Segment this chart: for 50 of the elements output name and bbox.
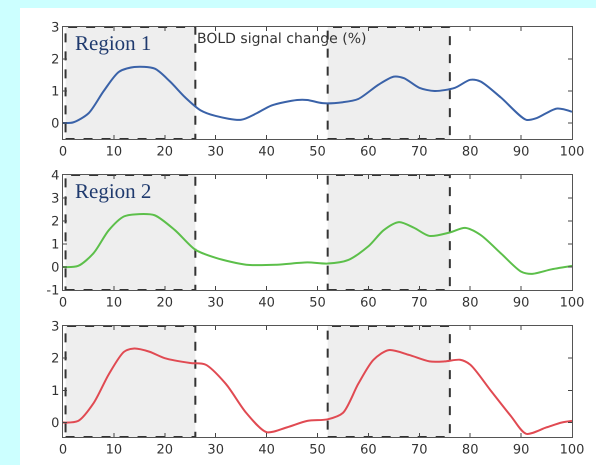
y-tick-label: 2	[51, 214, 60, 230]
x-tick-label: 30	[207, 144, 224, 160]
annotation: Region 1	[75, 31, 152, 55]
x-tick-label: 90	[512, 442, 530, 458]
x-tick-label: 40	[258, 144, 275, 160]
x-tick-label: 10	[106, 144, 122, 160]
y-tick-label: 2	[51, 52, 60, 68]
annotation: Region 2	[75, 179, 152, 203]
y-tick-label: 3	[51, 192, 60, 207]
y-tick-label: 2	[51, 352, 60, 367]
x-tick-label: 80	[462, 442, 478, 458]
x-tick-label: 80	[462, 144, 478, 160]
x-tick-label: 20	[156, 442, 174, 458]
x-tick-label: 50	[309, 442, 326, 458]
x-tick-label: 50	[309, 144, 326, 160]
y-tick-label: 1	[51, 238, 60, 253]
x-tick-label: 30	[207, 442, 224, 458]
line-series	[63, 66, 572, 124]
annotation: BOLD signal change (%)	[197, 31, 366, 47]
x-tick-label: 70	[411, 144, 428, 160]
y-tick-label: 0	[51, 260, 60, 276]
x-tick-label: 100	[560, 296, 584, 311]
x-tick-label: 20	[156, 296, 174, 311]
y-tick-label: 1	[51, 84, 60, 100]
x-tick-label: 90	[512, 144, 530, 160]
y-tick-label: 0	[51, 116, 60, 132]
x-tick-label: 60	[360, 442, 377, 458]
line-series	[63, 348, 572, 435]
x-tick-label: 40	[258, 442, 275, 458]
x-tick-label: 50	[309, 296, 326, 311]
y-tick-label: 4	[51, 168, 60, 184]
x-tick-label: 70	[411, 442, 428, 458]
x-tick-label: 20	[156, 144, 174, 160]
line-series	[63, 212, 572, 275]
x-tick-label: 100	[560, 442, 584, 458]
x-tick-label: 90	[512, 296, 530, 311]
x-tick-label: 70	[411, 296, 428, 311]
x-tick-label: 60	[360, 144, 377, 160]
x-tick-label: 10	[106, 442, 122, 458]
x-tick-label: 10	[106, 296, 122, 311]
y-tick-label: 3	[51, 20, 60, 36]
x-tick-label: 80	[462, 296, 478, 311]
x-tick-label: 40	[258, 296, 275, 311]
x-tick-label: 30	[207, 296, 224, 311]
y-tick-label: 1	[51, 384, 60, 399]
y-tick-label: 3	[51, 320, 60, 335]
y-tick-label: -1	[46, 284, 60, 299]
x-tick-label: 60	[360, 296, 377, 311]
y-tick-label: 0	[51, 416, 60, 432]
x-tick-label: 100	[560, 144, 584, 160]
